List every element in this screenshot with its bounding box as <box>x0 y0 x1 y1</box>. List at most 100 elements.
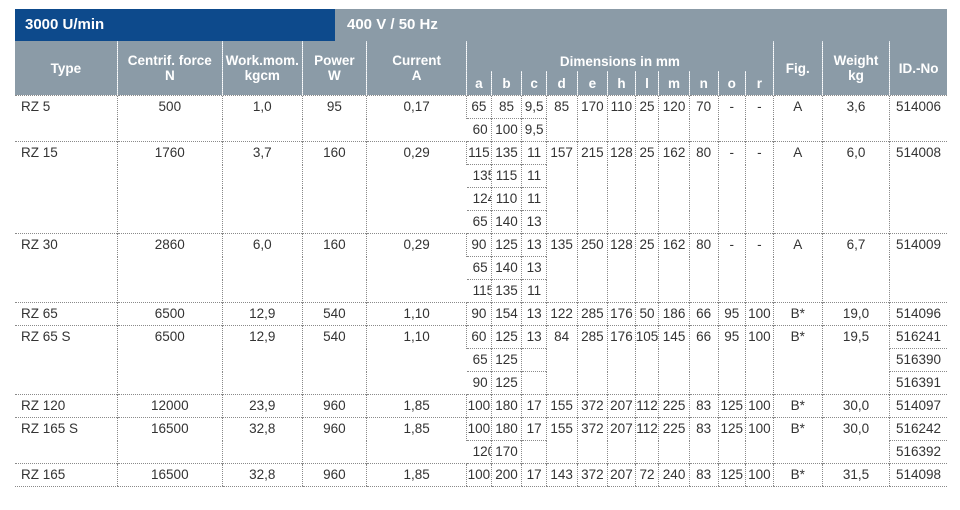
dim-n-cell: 70 <box>688 95 718 142</box>
dim-o-cell: - <box>717 141 746 234</box>
dim-e-cell: 250 <box>576 233 608 303</box>
dim-c-cell: 11 <box>521 141 547 165</box>
dim-n-cell: 66 <box>688 325 718 395</box>
dim-d-cell: 85 <box>545 95 577 142</box>
dim-n-cell: 66 <box>688 302 718 326</box>
dim-r-cell: 100 <box>745 325 774 395</box>
dim-e-cell: 215 <box>576 141 608 234</box>
dim-a-cell: 120 <box>466 440 492 464</box>
dim-n-cell: 83 <box>688 463 718 487</box>
dim-a-cell: 65 <box>466 95 492 119</box>
table-row: 65 140 13 <box>15 256 947 280</box>
dim-h-cell: 176 <box>607 302 636 326</box>
col-dim-r: r <box>745 71 774 96</box>
power-cell: 960 <box>301 463 367 487</box>
dim-b-cell: 110 <box>490 187 522 211</box>
table-row: 60 100 9,5 <box>15 118 947 142</box>
col-current: Current A <box>366 41 467 96</box>
table-row: RZ 5 500 1,0 95 0,17 65 85 9,5 85 170 110 25 120 70- -… <box>15 95 947 142</box>
weight-cell: 3,6 <box>821 95 890 142</box>
table-row: RZ 165 S 16500 32,8 960 1,85 100 180 17 155 372 20… <box>15 417 947 464</box>
dim-l-cell: 25 <box>634 233 659 303</box>
col-fig: Fig. <box>772 41 823 96</box>
fig-cell: A <box>772 233 823 303</box>
dim-m-cell: 186 <box>658 302 690 326</box>
weight-cell: 19,0 <box>821 302 890 326</box>
dim-a-cell: 90 <box>466 233 492 257</box>
current-cell: 1,85 <box>366 417 467 464</box>
weight-cell: 19,5 <box>821 325 890 395</box>
dim-c-cell <box>521 348 547 372</box>
dim-c-cell: 17 <box>521 463 547 487</box>
current-cell: 1,10 <box>366 325 467 395</box>
dim-c-cell: 13 <box>521 302 547 326</box>
centrif-force-cell: 6500 <box>116 302 223 326</box>
dim-b-cell: 135 <box>490 141 522 165</box>
centrif-force-cell: 12000 <box>116 394 223 418</box>
dim-m-cell: 225 <box>658 394 690 418</box>
dim-r-cell: 100 <box>745 463 774 487</box>
dim-b-cell: 125 <box>490 325 522 349</box>
product-table-container: 3000 U/min 400 V / 50 Hz Type Centrif. f… <box>15 9 947 487</box>
dim-l-cell: 112 <box>634 417 659 464</box>
dim-d-cell: 122 <box>545 302 577 326</box>
table-row: RZ 30 2860 6,0 160 0,29 90 125 13 135 250 128 25 162… <box>15 233 947 303</box>
dim-m-cell: 225 <box>658 417 690 464</box>
col-dim-o: o <box>717 71 746 96</box>
dim-b-cell: 115 <box>490 164 522 188</box>
work-moment-cell: 32,8 <box>221 463 303 487</box>
col-centrif-force: Centrif. force N <box>116 41 223 96</box>
id-no-cell: 514008 <box>889 141 947 234</box>
dim-a-cell: 65 <box>466 210 492 234</box>
dim-l-cell: 112 <box>634 394 659 418</box>
col-dim-e: e <box>576 71 608 96</box>
table-row: RZ 120 12000 23,9 960 1,85 100 180 17 155 372 207 1… <box>15 394 947 418</box>
power-cell: 540 <box>301 325 367 395</box>
dim-a-cell: 115 <box>466 279 492 303</box>
weight-cell: 6,0 <box>821 141 890 234</box>
dim-b-cell: 100 <box>490 118 522 142</box>
dim-h-cell: 176 <box>607 325 636 395</box>
dim-r-cell: - <box>745 95 774 142</box>
type-cell: RZ 30 <box>15 233 118 303</box>
dim-d-cell: 157 <box>545 141 577 234</box>
col-dim-m: m <box>658 71 690 96</box>
col-dim-n: n <box>688 71 718 96</box>
dim-l-cell: 25 <box>634 95 659 142</box>
power-cell: 160 <box>301 233 367 303</box>
table-row: RZ 65 6500 12,9 540 1,10 90 154 13 122 285 176 50 18… <box>15 302 947 326</box>
table-row: 13511511 <box>15 164 947 188</box>
dim-b-cell: 170 <box>490 440 522 464</box>
dim-b-cell: 140 <box>490 210 522 234</box>
dim-n-cell: 83 <box>688 394 718 418</box>
current-cell: 1,85 <box>366 463 467 487</box>
power-cell: 960 <box>301 394 367 418</box>
id-no-cell: 514009 <box>889 233 947 303</box>
dim-d-cell: 84 <box>545 325 577 395</box>
dim-o-cell: 125 <box>717 463 746 487</box>
dim-b-cell: 140 <box>490 256 522 280</box>
dim-b-cell: 125 <box>490 371 522 395</box>
dim-b-cell: 180 <box>490 394 522 418</box>
dim-b-cell: 154 <box>490 302 522 326</box>
dim-d-cell: 143 <box>545 463 577 487</box>
weight-cell: 31,5 <box>821 463 890 487</box>
type-cell: RZ 165 <box>15 463 118 487</box>
id-no-cell: 514006 <box>889 95 947 142</box>
dim-e-cell: 372 <box>576 463 608 487</box>
dim-a-cell: 60 <box>466 118 492 142</box>
id-no-cell: 516390 <box>889 348 947 372</box>
dim-r-cell: 100 <box>745 417 774 464</box>
col-weight: Weight kg <box>821 41 890 96</box>
dim-o-cell: 125 <box>717 417 746 464</box>
table-row: 90 125 516391 <box>15 371 947 395</box>
centrif-force-cell: 500 <box>116 95 223 142</box>
power-cell: 95 <box>301 95 367 142</box>
col-dim-l: l <box>634 71 659 96</box>
table-row: 65 125 516390 <box>15 348 947 372</box>
dim-a-cell: 65 <box>466 348 492 372</box>
dim-r-cell: 100 <box>745 394 774 418</box>
id-no-cell: 514098 <box>889 463 947 487</box>
col-work-moment: Work.mom. kgcm <box>221 41 303 96</box>
fig-cell: B* <box>772 302 823 326</box>
